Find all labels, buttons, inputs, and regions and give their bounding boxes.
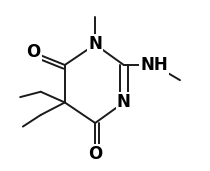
Text: N: N — [88, 35, 102, 53]
Text: N: N — [117, 94, 131, 111]
Text: O: O — [88, 145, 102, 163]
Text: O: O — [26, 43, 41, 61]
Text: NH: NH — [140, 56, 168, 74]
